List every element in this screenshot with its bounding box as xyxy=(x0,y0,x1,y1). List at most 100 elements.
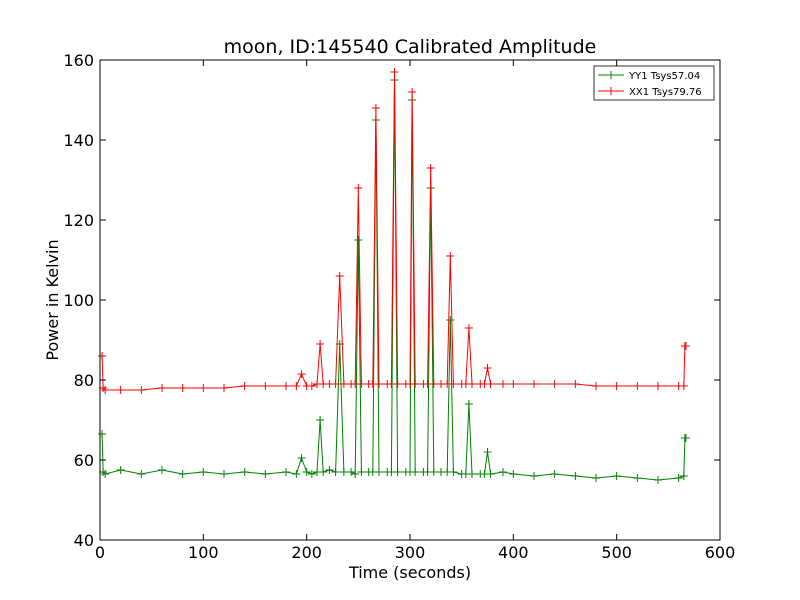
y-tick-label: 80 xyxy=(74,371,94,390)
data-point xyxy=(530,472,538,480)
data-point xyxy=(499,380,507,388)
data-point xyxy=(468,470,476,478)
data-point xyxy=(158,466,166,474)
x-axis-label: Time (seconds) xyxy=(348,563,471,582)
data-point xyxy=(98,430,107,438)
data-point xyxy=(335,272,344,280)
data-point xyxy=(261,470,270,478)
data-point xyxy=(681,434,690,442)
data-point xyxy=(530,380,538,388)
data-point xyxy=(654,382,662,390)
data-point xyxy=(116,466,125,474)
data-point xyxy=(674,474,683,482)
legend-label: YY1 Tsys57.04 xyxy=(628,71,700,82)
data-point xyxy=(319,468,328,476)
data-point xyxy=(116,386,125,394)
data-point xyxy=(331,468,340,476)
x-tick-label: 600 xyxy=(705,543,736,562)
y-tick-label: 60 xyxy=(74,451,94,470)
data-point xyxy=(240,382,249,390)
data-point xyxy=(158,384,166,392)
legend-box xyxy=(593,65,715,101)
data-point xyxy=(316,340,325,348)
data-point xyxy=(592,382,600,390)
data-point xyxy=(486,470,495,478)
y-tick-label: 40 xyxy=(74,531,94,550)
x-tick-label: 200 xyxy=(291,543,322,562)
data-point xyxy=(446,252,455,260)
data-point xyxy=(347,468,356,476)
y-tick-label: 160 xyxy=(63,51,94,70)
data-point xyxy=(633,474,642,482)
data-point xyxy=(339,468,348,476)
data-point xyxy=(509,470,518,478)
data-point xyxy=(98,352,107,360)
data-point xyxy=(375,468,383,476)
data-point xyxy=(449,380,458,388)
data-point xyxy=(292,382,301,390)
y-axis: 40 60 80 100 120 140 160 xyxy=(63,51,720,550)
data-point xyxy=(357,468,366,476)
data-point xyxy=(408,88,417,96)
y-tick-label: 100 xyxy=(63,291,94,310)
data-point xyxy=(429,380,438,388)
data-point xyxy=(592,474,600,482)
data-point xyxy=(307,382,316,390)
data-point xyxy=(354,236,363,244)
x-axis: 0 100 200 300 400 500 600 xyxy=(95,60,735,562)
data-point xyxy=(633,382,642,390)
data-point xyxy=(316,416,325,424)
data-point xyxy=(292,470,301,478)
data-point xyxy=(297,370,306,378)
data-point xyxy=(612,472,621,480)
data-point xyxy=(282,468,290,476)
x-tick-label: 300 xyxy=(395,543,426,562)
data-point xyxy=(499,468,507,476)
data-point xyxy=(550,380,559,388)
data-point xyxy=(483,448,492,456)
data-point xyxy=(302,468,311,476)
series-0 xyxy=(98,76,690,484)
data-point xyxy=(261,382,270,390)
data-point xyxy=(307,470,316,478)
data-point xyxy=(390,68,399,76)
data-point xyxy=(449,468,458,476)
data-point xyxy=(411,468,420,476)
chart-title: moon, ID:145540 Calibrated Amplitude xyxy=(224,36,597,58)
x-tick-label: 400 xyxy=(498,543,529,562)
plot-area xyxy=(98,68,690,484)
series-1 xyxy=(98,68,690,394)
data-point xyxy=(411,380,420,388)
data-point xyxy=(178,470,187,478)
data-point xyxy=(282,382,290,390)
y-tick-label: 120 xyxy=(63,211,94,230)
data-point xyxy=(137,470,146,478)
data-point xyxy=(464,324,473,332)
data-point xyxy=(199,468,208,476)
data-point xyxy=(371,104,380,112)
data-point xyxy=(354,184,363,192)
data-point xyxy=(357,380,366,388)
data-point xyxy=(220,470,228,478)
y-axis-label: Power in Kelvin xyxy=(43,239,62,360)
data-point xyxy=(446,316,455,324)
data-point xyxy=(101,386,110,394)
data-point xyxy=(468,380,476,388)
data-point xyxy=(393,380,402,388)
data-point xyxy=(351,470,360,478)
x-tick-label: 500 xyxy=(601,543,632,562)
data-point xyxy=(571,472,580,480)
data-point xyxy=(612,382,621,390)
data-point xyxy=(393,468,402,476)
data-point xyxy=(681,342,690,350)
x-tick-label: 0 xyxy=(95,543,105,562)
data-point xyxy=(137,386,146,394)
data-point xyxy=(509,380,518,388)
legend-label: XX1 Tsys79.76 xyxy=(629,87,702,98)
data-point xyxy=(178,384,187,392)
data-point xyxy=(331,380,340,388)
data-point xyxy=(199,384,208,392)
data-point xyxy=(483,364,492,372)
data-point xyxy=(429,468,438,476)
